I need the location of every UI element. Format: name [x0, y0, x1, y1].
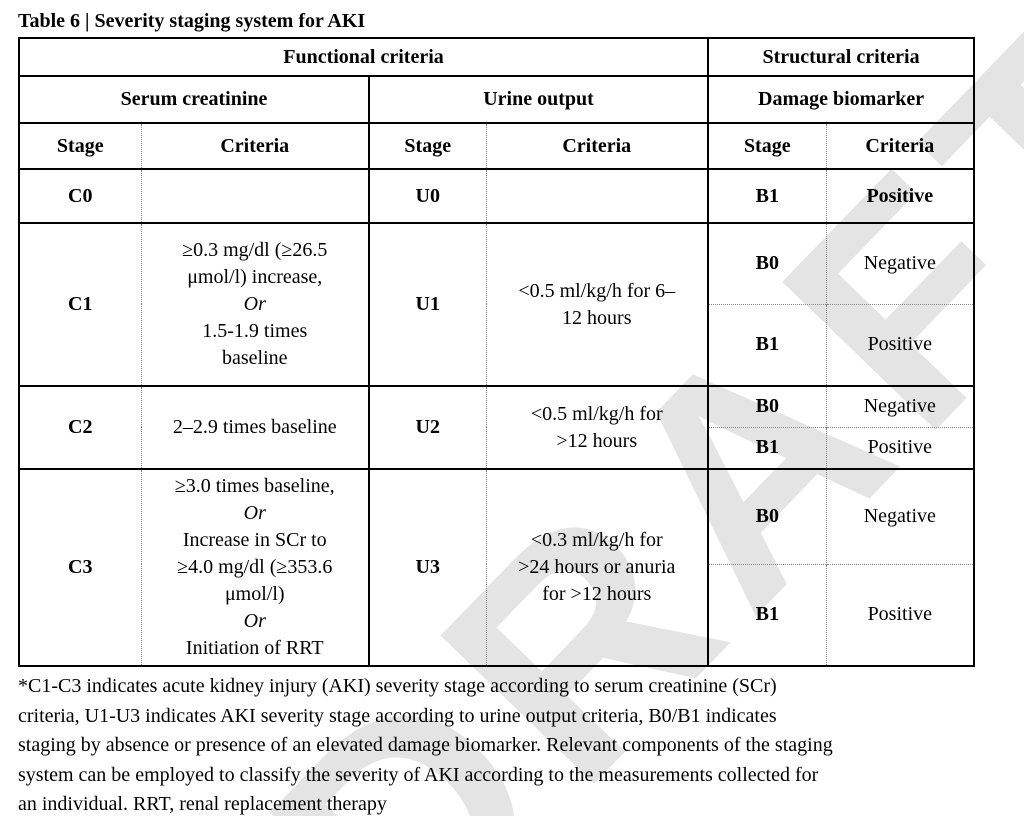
b1-criteria-cell-row1: Positive: [825, 303, 975, 386]
c2-stage-cell: C2: [19, 385, 141, 469]
b0-criteria-cell-row1: Negative: [825, 222, 975, 304]
serum-creatinine-header: Serum creatinine: [19, 75, 369, 123]
b0-criteria-cell-row3: Negative: [825, 468, 975, 564]
table-title: Table 6 | Severity staging system for AK…: [18, 10, 366, 32]
row-stage-1-b1: B1 Positive: [19, 303, 975, 386]
row-stage-1: C1 ≥0.3 mg/dl (≥26.5 μmol/l) increase, Or 1…: [19, 222, 975, 386]
urine-output-header: Urine output: [367, 75, 709, 123]
c0-stage-cell: C0: [19, 168, 141, 223]
b1-stage-cell-row3: B1: [707, 563, 827, 666]
table-footnote: *C1-C3 indicates acute kidney injury (AK…: [18, 675, 833, 815]
c3-stage-cell: C3: [19, 468, 141, 666]
b-stage-column-header: Stage: [707, 122, 827, 169]
functional-criteria-header: Functional criteria: [19, 37, 709, 76]
c1-stage-cell: C1: [19, 222, 141, 386]
aki-severity-staging-table: Functional criteria Structural criteria …: [18, 37, 976, 667]
row-stage-3: C3 ≥3.0 times baseline, Or Increase in SCr…: [19, 468, 975, 666]
row-stage-2-b1: B1 Positive: [19, 426, 975, 469]
b0-stage-cell-row1: B0: [707, 222, 827, 304]
u3-stage-cell: U3: [368, 468, 486, 666]
u-stage-column-header: Stage: [368, 122, 486, 169]
section-header-row: Functional criteria Structural criteria: [19, 37, 975, 76]
c1-criteria-cell: ≥0.3 mg/dl (≥26.5 μmol/l) increase, Or 1.5-…: [140, 222, 369, 386]
u2-stage-cell: U2: [368, 385, 486, 469]
structural-criteria-header: Structural criteria: [707, 37, 975, 76]
c0-criteria-cell: [140, 168, 369, 223]
b1-stage-cell-row1: B1: [707, 303, 827, 386]
b1-criteria-cell-row3: Positive: [825, 563, 975, 666]
u1-criteria-cell: <0.5 ml/kg/h for 6– 12 hours: [485, 222, 709, 386]
u-criteria-column-header: Criteria: [485, 122, 709, 169]
b1-stage-cell-row2: B1: [707, 426, 827, 469]
u1-stage-cell: U1: [368, 222, 486, 386]
b1-criteria-cell-row0: Positive: [825, 168, 975, 223]
column-header-row: Stage Criteria Stage Criteria Stage Crit…: [19, 122, 975, 169]
b0-stage-cell-row2: B0: [707, 385, 827, 427]
u0-stage-cell: U0: [368, 168, 486, 223]
row-stage-3-b1: B1 Positive: [19, 563, 975, 666]
damage-biomarker-header: Damage biomarker: [707, 75, 975, 123]
c2-criteria-cell: 2–2.9 times baseline: [140, 385, 369, 469]
b-criteria-column-header: Criteria: [825, 122, 975, 169]
row-stage-0: C0 U0 B1 Positive: [19, 168, 975, 223]
b0-stage-cell-row3: B0: [707, 468, 827, 564]
u0-criteria-cell: [485, 168, 709, 223]
row-stage-2: C2 2–2.9 times baseline U2 <0.5 ml/kg/h …: [19, 385, 975, 469]
group-header-row: Serum creatinine Urine output Damage bio…: [19, 75, 975, 123]
b0-criteria-cell-row2: Negative: [825, 385, 975, 427]
b1-stage-cell-row0: B1: [707, 168, 827, 223]
c-stage-column-header: Stage: [19, 122, 141, 169]
c-criteria-column-header: Criteria: [140, 122, 369, 169]
u2-criteria-cell: <0.5 ml/kg/h for >12 hours: [485, 385, 709, 469]
c3-criteria-cell: ≥3.0 times baseline, Or Increase in SCr to…: [140, 468, 369, 666]
u3-criteria-cell: <0.3 ml/kg/h for >24 hours or anuria for >…: [485, 468, 709, 666]
b1-criteria-cell-row2: Positive: [825, 426, 975, 469]
